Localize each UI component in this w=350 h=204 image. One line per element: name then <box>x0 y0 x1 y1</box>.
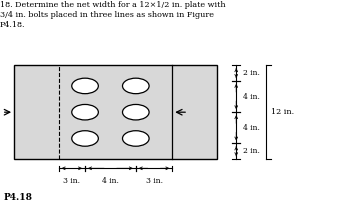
Circle shape <box>122 131 149 146</box>
Text: 3 in.: 3 in. <box>63 177 80 185</box>
Text: P4.18: P4.18 <box>4 193 33 202</box>
Text: 2 in.: 2 in. <box>243 147 260 155</box>
Circle shape <box>122 104 149 120</box>
Circle shape <box>72 78 98 94</box>
Text: 3 in.: 3 in. <box>146 177 162 185</box>
Text: 4 in.: 4 in. <box>243 93 260 101</box>
Text: 3/4 in. bolts placed in three lines as shown in Figure: 3/4 in. bolts placed in three lines as s… <box>0 11 214 19</box>
Circle shape <box>122 78 149 94</box>
Circle shape <box>72 104 98 120</box>
Text: 12 in.: 12 in. <box>271 108 294 116</box>
Bar <box>14 65 217 159</box>
Circle shape <box>72 131 98 146</box>
Text: 4 in.: 4 in. <box>102 177 119 185</box>
Text: 4 in.: 4 in. <box>243 124 260 132</box>
Text: 2 in.: 2 in. <box>243 69 260 77</box>
Text: 18. Determine the net width for a 12×1/2 in. plate with: 18. Determine the net width for a 12×1/2… <box>0 1 226 9</box>
Text: P4.18.: P4.18. <box>0 21 26 29</box>
